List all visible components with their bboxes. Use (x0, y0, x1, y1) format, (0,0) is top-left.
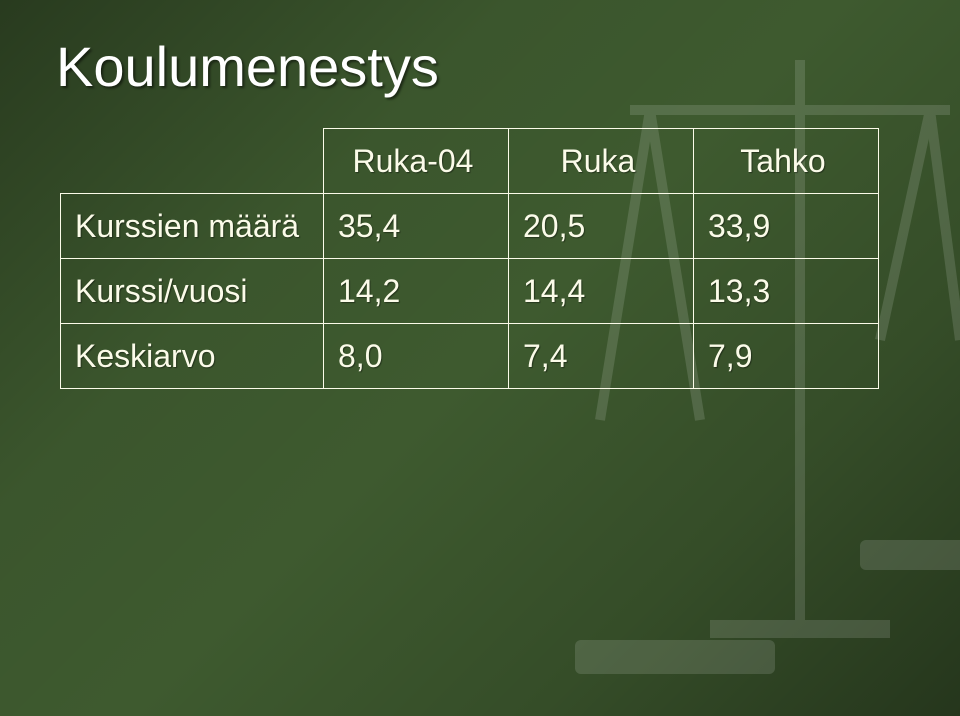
cell: 7,4 (509, 324, 694, 389)
table-row: Keskiarvo 8,0 7,4 7,9 (61, 324, 879, 389)
cell: 33,9 (694, 194, 879, 259)
table-corner-cell (61, 129, 324, 194)
cell: 14,4 (509, 259, 694, 324)
cell: 7,9 (694, 324, 879, 389)
table-row: Kurssien määrä 35,4 20,5 33,9 (61, 194, 879, 259)
data-table: Ruka-04 Ruka Tahko Kurssien määrä 35,4 2… (60, 128, 879, 389)
cell: 8,0 (324, 324, 509, 389)
cell: 14,2 (324, 259, 509, 324)
row-label: Kurssi/vuosi (61, 259, 324, 324)
table-header-row: Ruka-04 Ruka Tahko (61, 129, 879, 194)
slide: Koulumenestys Ruka-04 Ruka Tahko Kurssie… (0, 0, 960, 716)
row-label: Kurssien määrä (61, 194, 324, 259)
row-label: Keskiarvo (61, 324, 324, 389)
table-row: Kurssi/vuosi 14,2 14,4 13,3 (61, 259, 879, 324)
column-header: Tahko (694, 129, 879, 194)
column-header: Ruka-04 (324, 129, 509, 194)
cell: 35,4 (324, 194, 509, 259)
cell: 20,5 (509, 194, 694, 259)
page-title: Koulumenestys (56, 34, 439, 99)
column-header: Ruka (509, 129, 694, 194)
cell: 13,3 (694, 259, 879, 324)
